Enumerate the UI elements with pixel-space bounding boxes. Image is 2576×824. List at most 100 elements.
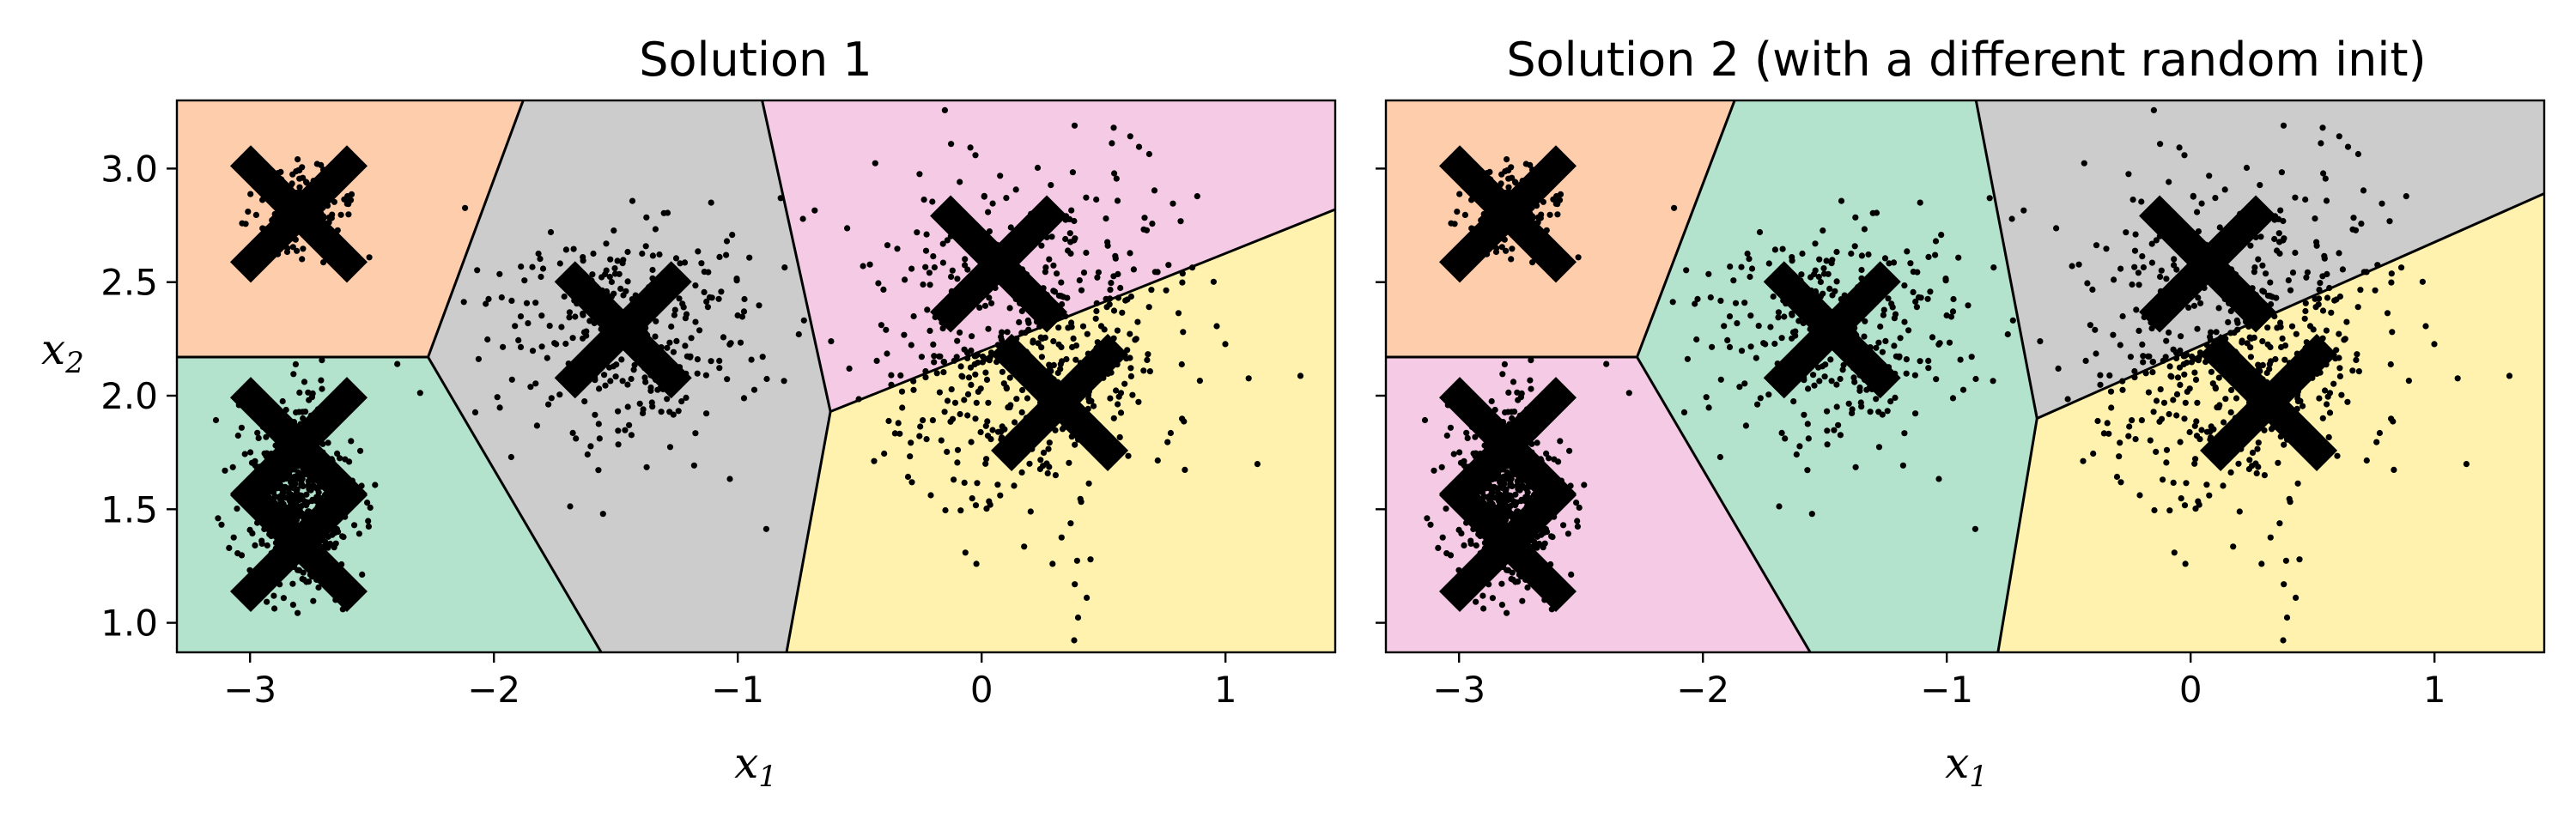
data-point xyxy=(737,339,744,346)
data-point xyxy=(2324,294,2331,301)
data-point xyxy=(948,273,955,280)
data-point xyxy=(334,450,341,457)
data-point xyxy=(1509,482,1516,490)
data-point xyxy=(800,317,807,324)
data-point xyxy=(372,482,379,488)
data-point xyxy=(690,462,698,469)
data-point xyxy=(2281,235,2287,242)
data-point xyxy=(901,331,908,338)
data-point xyxy=(1959,386,1967,393)
data-point xyxy=(896,430,903,437)
data-point xyxy=(964,266,971,273)
data-point xyxy=(1554,211,1561,218)
data-point xyxy=(1007,224,1014,231)
data-point xyxy=(872,160,878,167)
data-point xyxy=(2190,302,2198,309)
data-point xyxy=(998,428,1005,435)
data-point xyxy=(2390,418,2397,425)
data-point xyxy=(508,376,515,383)
data-point xyxy=(2324,401,2330,408)
data-point xyxy=(1066,459,1072,466)
data-point xyxy=(2213,329,2220,336)
data-point xyxy=(1121,380,1128,387)
data-point xyxy=(1135,398,1142,405)
data-point xyxy=(866,261,873,268)
data-point xyxy=(985,209,992,215)
data-point xyxy=(961,397,968,403)
data-point xyxy=(1746,256,1753,263)
data-point xyxy=(1093,300,1100,306)
data-point xyxy=(962,262,969,269)
data-point xyxy=(922,374,929,381)
data-point xyxy=(973,399,980,406)
data-point xyxy=(512,323,519,330)
centroid-marker xyxy=(930,195,1068,333)
data-point xyxy=(1765,391,1772,398)
data-point xyxy=(2254,445,2261,452)
data-point xyxy=(1069,169,1076,176)
data-point xyxy=(2053,225,2060,232)
data-point xyxy=(975,359,981,367)
data-point xyxy=(1027,508,1034,515)
centroid-stroke xyxy=(2200,333,2338,471)
centroid-marker xyxy=(2200,333,2338,471)
data-point xyxy=(1886,260,1893,267)
data-point xyxy=(598,274,605,281)
data-point xyxy=(498,294,505,301)
data-point xyxy=(2255,256,2262,263)
data-point xyxy=(1037,457,1044,464)
data-point xyxy=(566,309,574,316)
data-point xyxy=(962,256,969,263)
data-point xyxy=(2208,368,2215,375)
data-point xyxy=(2170,479,2177,487)
data-point xyxy=(309,484,316,491)
data-point xyxy=(1568,571,1575,579)
data-point xyxy=(2234,326,2241,333)
data-point xyxy=(226,544,233,552)
data-point xyxy=(2097,372,2104,379)
data-point xyxy=(1858,266,1865,274)
data-point xyxy=(695,248,702,255)
data-point xyxy=(1092,315,1099,322)
data-point xyxy=(957,363,964,370)
data-point xyxy=(2094,417,2101,425)
data-point xyxy=(979,359,986,366)
data-point xyxy=(628,375,635,383)
data-point xyxy=(1775,314,1782,321)
data-point xyxy=(1421,416,1429,424)
data-point xyxy=(1019,386,1026,394)
data-point xyxy=(1181,418,1188,425)
data-point xyxy=(1473,598,1479,605)
data-point xyxy=(1103,215,1109,222)
data-point xyxy=(1724,336,1731,343)
data-point xyxy=(2281,441,2287,448)
data-point xyxy=(607,378,614,385)
data-point xyxy=(1726,313,1734,320)
data-point xyxy=(2343,318,2350,325)
data-point xyxy=(1925,365,1932,372)
data-point xyxy=(999,423,1005,430)
data-point xyxy=(289,244,296,251)
data-point xyxy=(741,295,748,303)
data-point xyxy=(2192,376,2200,383)
data-point xyxy=(611,270,619,277)
data-point xyxy=(1025,326,1032,333)
data-point xyxy=(1058,534,1065,541)
data-point xyxy=(1443,506,1449,512)
data-point xyxy=(1947,313,1955,320)
data-point xyxy=(2093,350,2099,357)
data-point xyxy=(2267,279,2274,286)
data-point xyxy=(1771,340,1778,348)
data-point xyxy=(293,409,300,416)
data-point xyxy=(1443,432,1450,439)
data-point xyxy=(2341,336,2348,343)
data-point xyxy=(2357,287,2364,294)
data-point xyxy=(2324,393,2331,400)
data-point xyxy=(1884,408,1891,415)
centroid-marker xyxy=(1763,261,1901,399)
data-point xyxy=(676,295,683,302)
data-point xyxy=(2288,323,2296,330)
data-point xyxy=(1880,306,1887,313)
data-point xyxy=(538,343,545,350)
data-point xyxy=(1747,343,1754,350)
